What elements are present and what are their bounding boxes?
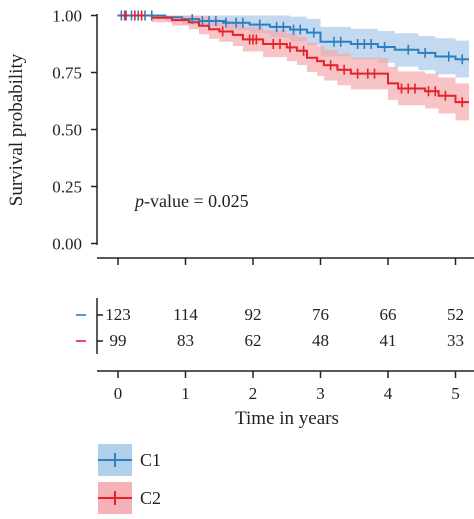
legend: C1 C2 bbox=[98, 444, 161, 514]
y-tick-label-1: 0.25 bbox=[52, 178, 82, 197]
risk-table: 123 114 92 76 66 52 99 83 62 48 41 33 bbox=[76, 305, 464, 350]
censor-c2-1 bbox=[130, 10, 139, 21]
censor-c1-6 bbox=[188, 14, 197, 25]
censor-c1-13 bbox=[255, 19, 264, 30]
censor-c1-19 bbox=[330, 36, 338, 47]
y-tick-label-3: 0.75 bbox=[52, 64, 82, 83]
censor-c2-17 bbox=[404, 83, 413, 94]
risk-c1-2: 92 bbox=[245, 305, 262, 324]
survival-curves bbox=[118, 14, 469, 104]
confidence-bands bbox=[118, 15, 469, 121]
legend-line-c1 bbox=[98, 453, 132, 467]
censor-c2-6 bbox=[252, 34, 261, 45]
censor-c1-27 bbox=[444, 51, 453, 62]
legend-label-c1: C1 bbox=[140, 450, 161, 470]
censor-c1-12 bbox=[238, 17, 247, 28]
censor-c2-19 bbox=[424, 86, 433, 97]
legend-label-c2: C2 bbox=[140, 488, 161, 508]
x-ticks-bottom: 0 1 2 3 4 5 bbox=[114, 371, 460, 403]
censor-c1-11 bbox=[232, 17, 241, 28]
risk-c2-2: 62 bbox=[245, 331, 262, 350]
x-tick-label-4: 4 bbox=[384, 384, 393, 403]
censor-marks bbox=[117, 10, 467, 108]
y-ticks: 0.00 0.25 0.50 0.75 1.00 bbox=[52, 7, 97, 254]
x-axis-label: Time in years bbox=[235, 408, 339, 429]
censor-c2-22 bbox=[458, 97, 467, 108]
censor-c2-8 bbox=[276, 39, 284, 49]
x-tick-label-0: 0 bbox=[114, 384, 123, 403]
censor-c1-24 bbox=[380, 41, 389, 52]
censor-c1-16 bbox=[289, 24, 298, 35]
censor-c2-15 bbox=[370, 68, 379, 79]
censor-c1-14 bbox=[272, 21, 281, 32]
risk-c1-5: 52 bbox=[447, 305, 464, 324]
risk-c1-1: 114 bbox=[173, 305, 198, 324]
censor-c2-9 bbox=[286, 42, 295, 53]
censor-c1-22 bbox=[360, 39, 369, 49]
risk-c2-1: 83 bbox=[177, 331, 194, 350]
censor-c2-16 bbox=[397, 83, 406, 94]
censor-c1-5 bbox=[147, 10, 156, 21]
band-c2 bbox=[118, 15, 469, 121]
censor-c2-0 bbox=[120, 10, 129, 21]
risk-c2-0: 99 bbox=[110, 331, 127, 350]
y-tick-label-2: 0.50 bbox=[52, 121, 82, 140]
censor-c2-7 bbox=[269, 39, 278, 49]
p-value-italic: p bbox=[133, 191, 144, 211]
x-tick-label-1: 1 bbox=[181, 384, 190, 403]
censor-c1-28 bbox=[458, 54, 467, 65]
censor-c2-11 bbox=[326, 60, 335, 71]
censor-c1-7 bbox=[198, 15, 207, 26]
risk-c2-5: 33 bbox=[447, 331, 464, 350]
risk-c1-0: 123 bbox=[105, 305, 131, 324]
y-tick-label-4: 1.00 bbox=[52, 7, 82, 26]
y-tick-label-0: 0.00 bbox=[52, 235, 82, 254]
censor-c1-26 bbox=[421, 47, 430, 58]
risk-c1-4: 66 bbox=[380, 305, 397, 324]
censor-c1-9 bbox=[211, 15, 220, 26]
x-tick-label-2: 2 bbox=[249, 384, 258, 403]
x-tick-label-5: 5 bbox=[451, 384, 460, 403]
censor-c1-23 bbox=[367, 39, 376, 49]
x-tick-label-3: 3 bbox=[316, 384, 325, 403]
p-value-rest: -value = 0.025 bbox=[144, 191, 249, 211]
censor-c2-10 bbox=[299, 45, 308, 56]
risk-c2-3: 48 bbox=[312, 331, 329, 350]
censor-c1-18 bbox=[309, 27, 318, 38]
censor-c2-2 bbox=[137, 10, 146, 21]
censor-c2-14 bbox=[363, 68, 372, 79]
censor-c1-17 bbox=[296, 24, 305, 35]
censor-c1-20 bbox=[336, 36, 345, 47]
censor-c2-3 bbox=[218, 26, 227, 37]
censor-c2-18 bbox=[411, 83, 419, 94]
risk-c1-3: 76 bbox=[312, 305, 329, 324]
censor-c1-15 bbox=[279, 21, 288, 32]
y-axis-label: Survival probability bbox=[6, 53, 27, 206]
censor-c1-25 bbox=[404, 44, 413, 55]
x-ticks-top bbox=[117, 258, 457, 265]
risk-c2-4: 41 bbox=[380, 331, 397, 350]
censor-c1-10 bbox=[222, 17, 230, 28]
censor-c2-21 bbox=[441, 90, 450, 101]
censor-c1-21 bbox=[353, 39, 362, 49]
censor-c1-8 bbox=[205, 15, 214, 26]
curve-c1 bbox=[118, 14, 469, 61]
legend-line-c2 bbox=[98, 491, 132, 505]
p-value-annotation: p-value = 0.025 bbox=[133, 191, 249, 211]
curve-c2 bbox=[118, 14, 469, 104]
censor-c2-20 bbox=[431, 86, 440, 97]
censor-c2-12 bbox=[340, 64, 349, 75]
censor-c2-13 bbox=[353, 68, 362, 79]
